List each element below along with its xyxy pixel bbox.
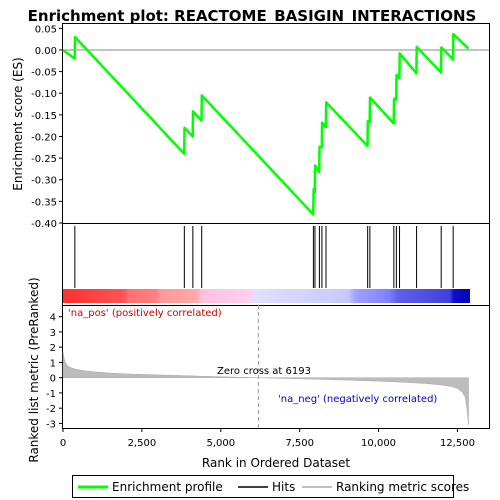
metric-y-tick-label: -1 [46,389,56,400]
metric-y-tick-label: -3 [46,419,56,430]
es-y-tick-label: -0.20 [31,132,57,143]
es-y-tick-label: -0.10 [31,89,57,100]
metric-y-tick-label: -2 [46,404,56,415]
es-y-tick-label: -0.15 [31,111,57,122]
metric-y-axis: 4 3 2 1 0 -1 -2 -3 [46,313,63,430]
negative-correlation-label: 'na_neg' (negatively correlated) [278,394,437,405]
metric-y-tick-label: 3 [50,328,56,339]
x-axis-label: Rank in Ordered Dataset [202,456,350,470]
positive-correlation-label: 'na_pos' (positively correlated) [68,308,222,319]
legend-ranking-label: Ranking metric scores [336,480,469,494]
metric-plot-frame [62,305,490,429]
x-tick-label: 2,500 [128,438,157,449]
enrichment-score-panel: 0.05 0.00 -0.05 -0.10 -0.15 -0.20 -0.25 -0.30 -0… [11,23,490,230]
legend-hits-label: Hits [272,480,295,494]
zero-cross-label: Zero cross at 6193 [217,366,311,377]
rank-color-bar [63,289,470,303]
metric-y-tick-label: 1 [50,358,56,369]
x-tick-label: 5,000 [206,438,235,449]
es-plot-frame [62,23,490,224]
metric-y-tick-label: 4 [50,313,56,324]
ranking-metric-panel: 4 3 2 1 0 -1 -2 -3 0 2,500 5,000 7,500 10,000 12,500… [27,277,490,470]
legend: Enrichment profile Hits Ranking metric s… [72,475,469,498]
es-y-axis: 0.05 0.00 -0.05 -0.10 -0.15 -0.20 -0.25 -0.30 -0… [31,24,63,230]
metric-y-tick-label: 2 [50,343,56,354]
enrichment-profile-series [62,32,470,216]
metric-x-axis: 0 2,500 5,000 7,500 10,000 12,500 [60,428,475,449]
enrichment-profile-line [62,32,470,216]
es-y-tick-label: 0.05 [35,24,57,35]
hits-panel [62,223,490,306]
es-y-tick-label: -0.30 [31,176,57,187]
ranking-metric-area [62,351,469,426]
es-y-tick-label: -0.35 [31,197,57,208]
x-tick-label: 0 [60,438,66,449]
es-y-tick-label: 0.00 [35,46,57,57]
hit-markers [74,226,454,288]
x-tick-label: 7,500 [285,438,314,449]
chart-title: Enrichment plot: REACTOME_BASIGIN_INTERA… [28,7,477,25]
x-tick-label: 10,000 [361,438,396,449]
x-tick-label: 12,500 [440,438,475,449]
metric-y-tick-label: 0 [50,374,56,385]
es-y-tick-label: -0.40 [31,219,57,230]
legend-enrichment-label: Enrichment profile [112,480,223,494]
metric-y-axis-label: Ranked list metric (PreRanked) [27,277,41,462]
es-y-tick-label: -0.25 [31,154,57,165]
es-y-axis-label: Enrichment score (ES) [11,57,25,190]
es-y-tick-label: -0.05 [31,68,57,79]
